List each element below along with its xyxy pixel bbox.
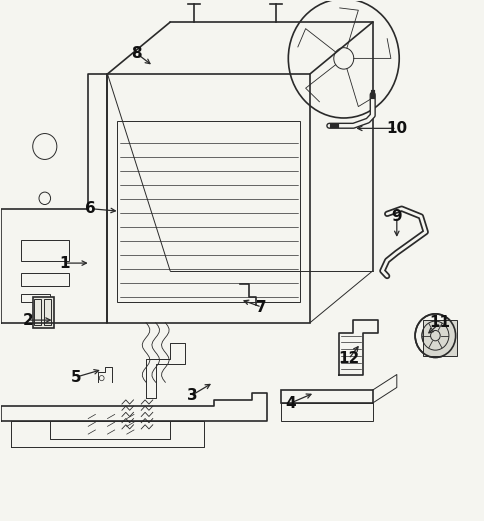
Bar [21, 294, 49, 302]
Text: 12: 12 [337, 352, 359, 366]
Text: 6: 6 [85, 201, 96, 216]
Bar [21, 274, 69, 287]
Text: 3: 3 [186, 388, 197, 403]
Text: 1: 1 [59, 256, 69, 270]
Text: 10: 10 [385, 121, 407, 136]
Bar [107, 74, 309, 322]
Text: 8: 8 [131, 46, 141, 61]
Text: 7: 7 [256, 300, 267, 315]
Bar [281, 403, 372, 421]
Bar [34, 300, 41, 325]
Text: 11: 11 [429, 315, 450, 330]
Text: 9: 9 [391, 209, 401, 224]
Bar [44, 300, 51, 325]
Bar [117, 120, 300, 302]
Text: 2: 2 [22, 313, 33, 328]
Text: 4: 4 [285, 395, 295, 411]
Bar [21, 240, 69, 260]
Bar [32, 297, 54, 328]
Bar [281, 390, 372, 403]
Bar [423, 320, 456, 356]
Text: 5: 5 [71, 369, 81, 384]
